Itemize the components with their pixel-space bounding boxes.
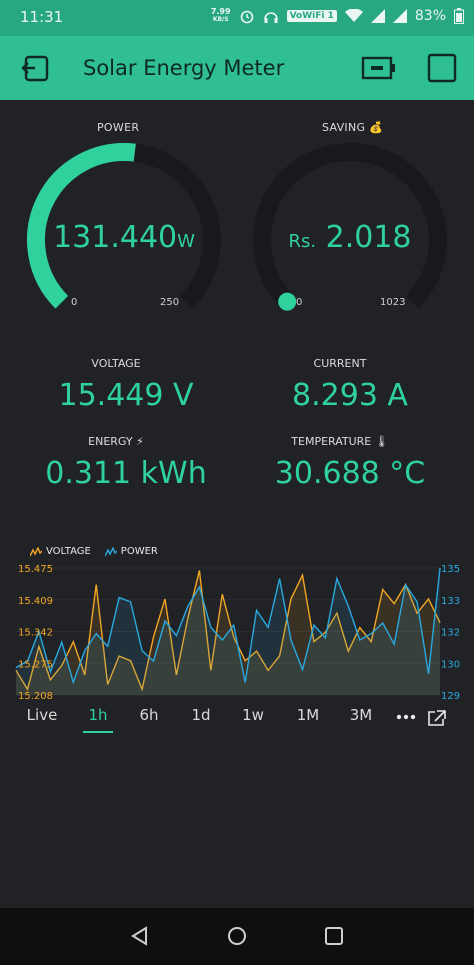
y-left-tick-label: 15.475 [18, 564, 53, 575]
network-speed: 7.99 KB/S [210, 7, 231, 24]
voltage-value: 15.449 V [58, 378, 194, 413]
more-icon[interactable] [396, 714, 416, 720]
signal-icon-2 [392, 9, 407, 23]
saving-value: Rs. 2.018 [250, 220, 450, 255]
saving-gauge-fill [278, 292, 297, 311]
power-gauge [24, 140, 224, 340]
fullscreen-icon[interactable] [427, 709, 447, 727]
y-left-tick-label: 15.409 [18, 596, 53, 607]
current-label: CURRENT [313, 357, 367, 370]
signal-icon [370, 9, 385, 23]
active-tab-underline [83, 731, 113, 733]
app-title: Solar Energy Meter [83, 56, 285, 80]
tab-6h[interactable]: 6h [139, 706, 159, 724]
temperature-value: 30.688 °C [274, 456, 426, 491]
y-left-tick-label: 15.275 [18, 659, 53, 670]
y-right-tick-label: 135 [441, 564, 460, 575]
headphones-icon [263, 12, 278, 23]
power-gauge-svg [27, 143, 221, 309]
tab-3m[interactable]: 3M [349, 706, 373, 724]
tab-1d[interactable]: 1d [191, 706, 211, 724]
power-value-number: 131.440 [53, 220, 178, 255]
series-line-power [15, 567, 441, 685]
power-min: 0 [71, 297, 78, 308]
home-icon[interactable] [227, 926, 247, 946]
status-bar: 11:31 7.99 KB/S VoWiFi 1 83% [0, 0, 474, 36]
app-bar: Solar Energy Meter [0, 36, 474, 100]
saving-label: SAVING 💰 [322, 121, 384, 134]
saving-min: 0 [296, 297, 303, 308]
tab-1h[interactable]: 1h [88, 706, 108, 724]
power-label: POWER [97, 121, 140, 134]
voltage-label: VOLTAGE [91, 357, 141, 370]
battery-icon [454, 8, 464, 24]
power-gauge-fill [27, 143, 136, 309]
back-to-projects-icon[interactable] [18, 50, 54, 86]
current-value: 8.293 A [292, 378, 408, 413]
series-line-voltage [15, 570, 441, 692]
energy-label: ENERGY ⚡ [88, 435, 144, 448]
voltage-legend-icon [30, 546, 42, 556]
saving-currency: Rs. [288, 231, 317, 252]
y-right-tick-label: 129 [441, 691, 460, 702]
series-area-power [16, 568, 440, 695]
android-nav-bar [0, 908, 474, 965]
y-right-tick-label: 130 [441, 659, 460, 670]
y-left-tick-label: 15.208 [18, 691, 53, 702]
legend-voltage[interactable]: VOLTAGE [30, 546, 91, 557]
y-right-tick-label: 132 [441, 628, 460, 639]
recents-icon[interactable] [324, 926, 344, 946]
saving-gauge [250, 140, 450, 340]
power-max: 250 [160, 297, 180, 308]
alarm-icon [240, 10, 253, 24]
superchart[interactable]: 15.475 15.409 15.342 15.275 15.208 135 133 132 1… [0, 540, 474, 710]
energy-value: 0.311 kWh [45, 456, 207, 491]
saving-gauge-track [253, 143, 447, 309]
saving-gauge-svg [253, 143, 447, 311]
legend-power[interactable]: POWER [104, 546, 158, 557]
power-legend-icon [104, 546, 117, 556]
power-unit: W [177, 231, 195, 252]
time-range-tabs: Live 1h 6h 1d 1w 1M 3M [0, 706, 474, 736]
stop-icon[interactable] [424, 50, 460, 86]
saving-max: 1023 [380, 297, 406, 308]
wifi-icon [344, 9, 363, 22]
saving-value-number: 2.018 [325, 220, 412, 255]
temperature-label: TEMPERATURE 🌡 [291, 435, 389, 448]
y-left-tick-label: 15.342 [18, 628, 53, 639]
power-value: 131.440W [24, 220, 224, 255]
status-icons: 7.99 KB/S VoWiFi 1 83% [211, 8, 464, 24]
tab-1m[interactable]: 1M [296, 706, 320, 724]
y-right-tick-label: 133 [441, 596, 460, 607]
device-icon[interactable] [360, 50, 398, 86]
vowifi-badge: VoWiFi 1 [286, 10, 337, 22]
tab-1w[interactable]: 1w [242, 706, 264, 724]
battery-percent: 83% [414, 8, 446, 24]
chart-legend: VOLTAGE POWER [30, 546, 158, 557]
back-icon[interactable] [130, 926, 150, 946]
tab-live[interactable]: Live [26, 706, 58, 724]
status-time: 11:31 [20, 8, 64, 26]
